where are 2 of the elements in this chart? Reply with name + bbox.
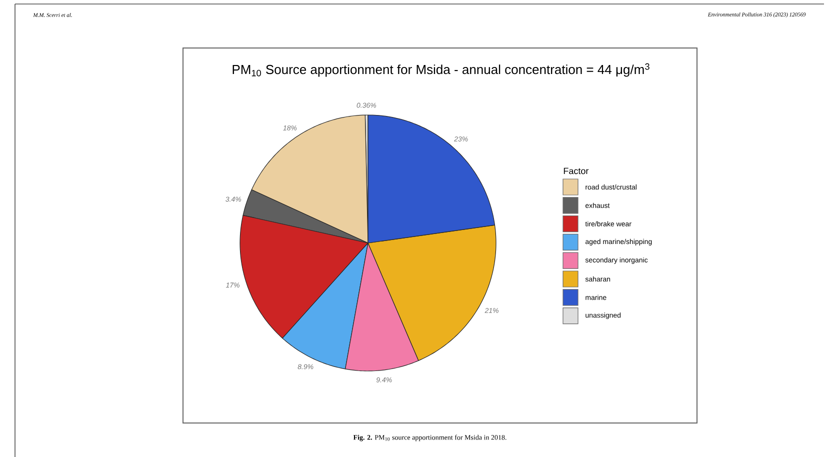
chart-title: PM$_{10}$ Source apportionment for Msida - annual concentration = 44 μg/m$^{3}$ <box>232 63 650 77</box>
legend-title: Factor <box>564 168 589 174</box>
